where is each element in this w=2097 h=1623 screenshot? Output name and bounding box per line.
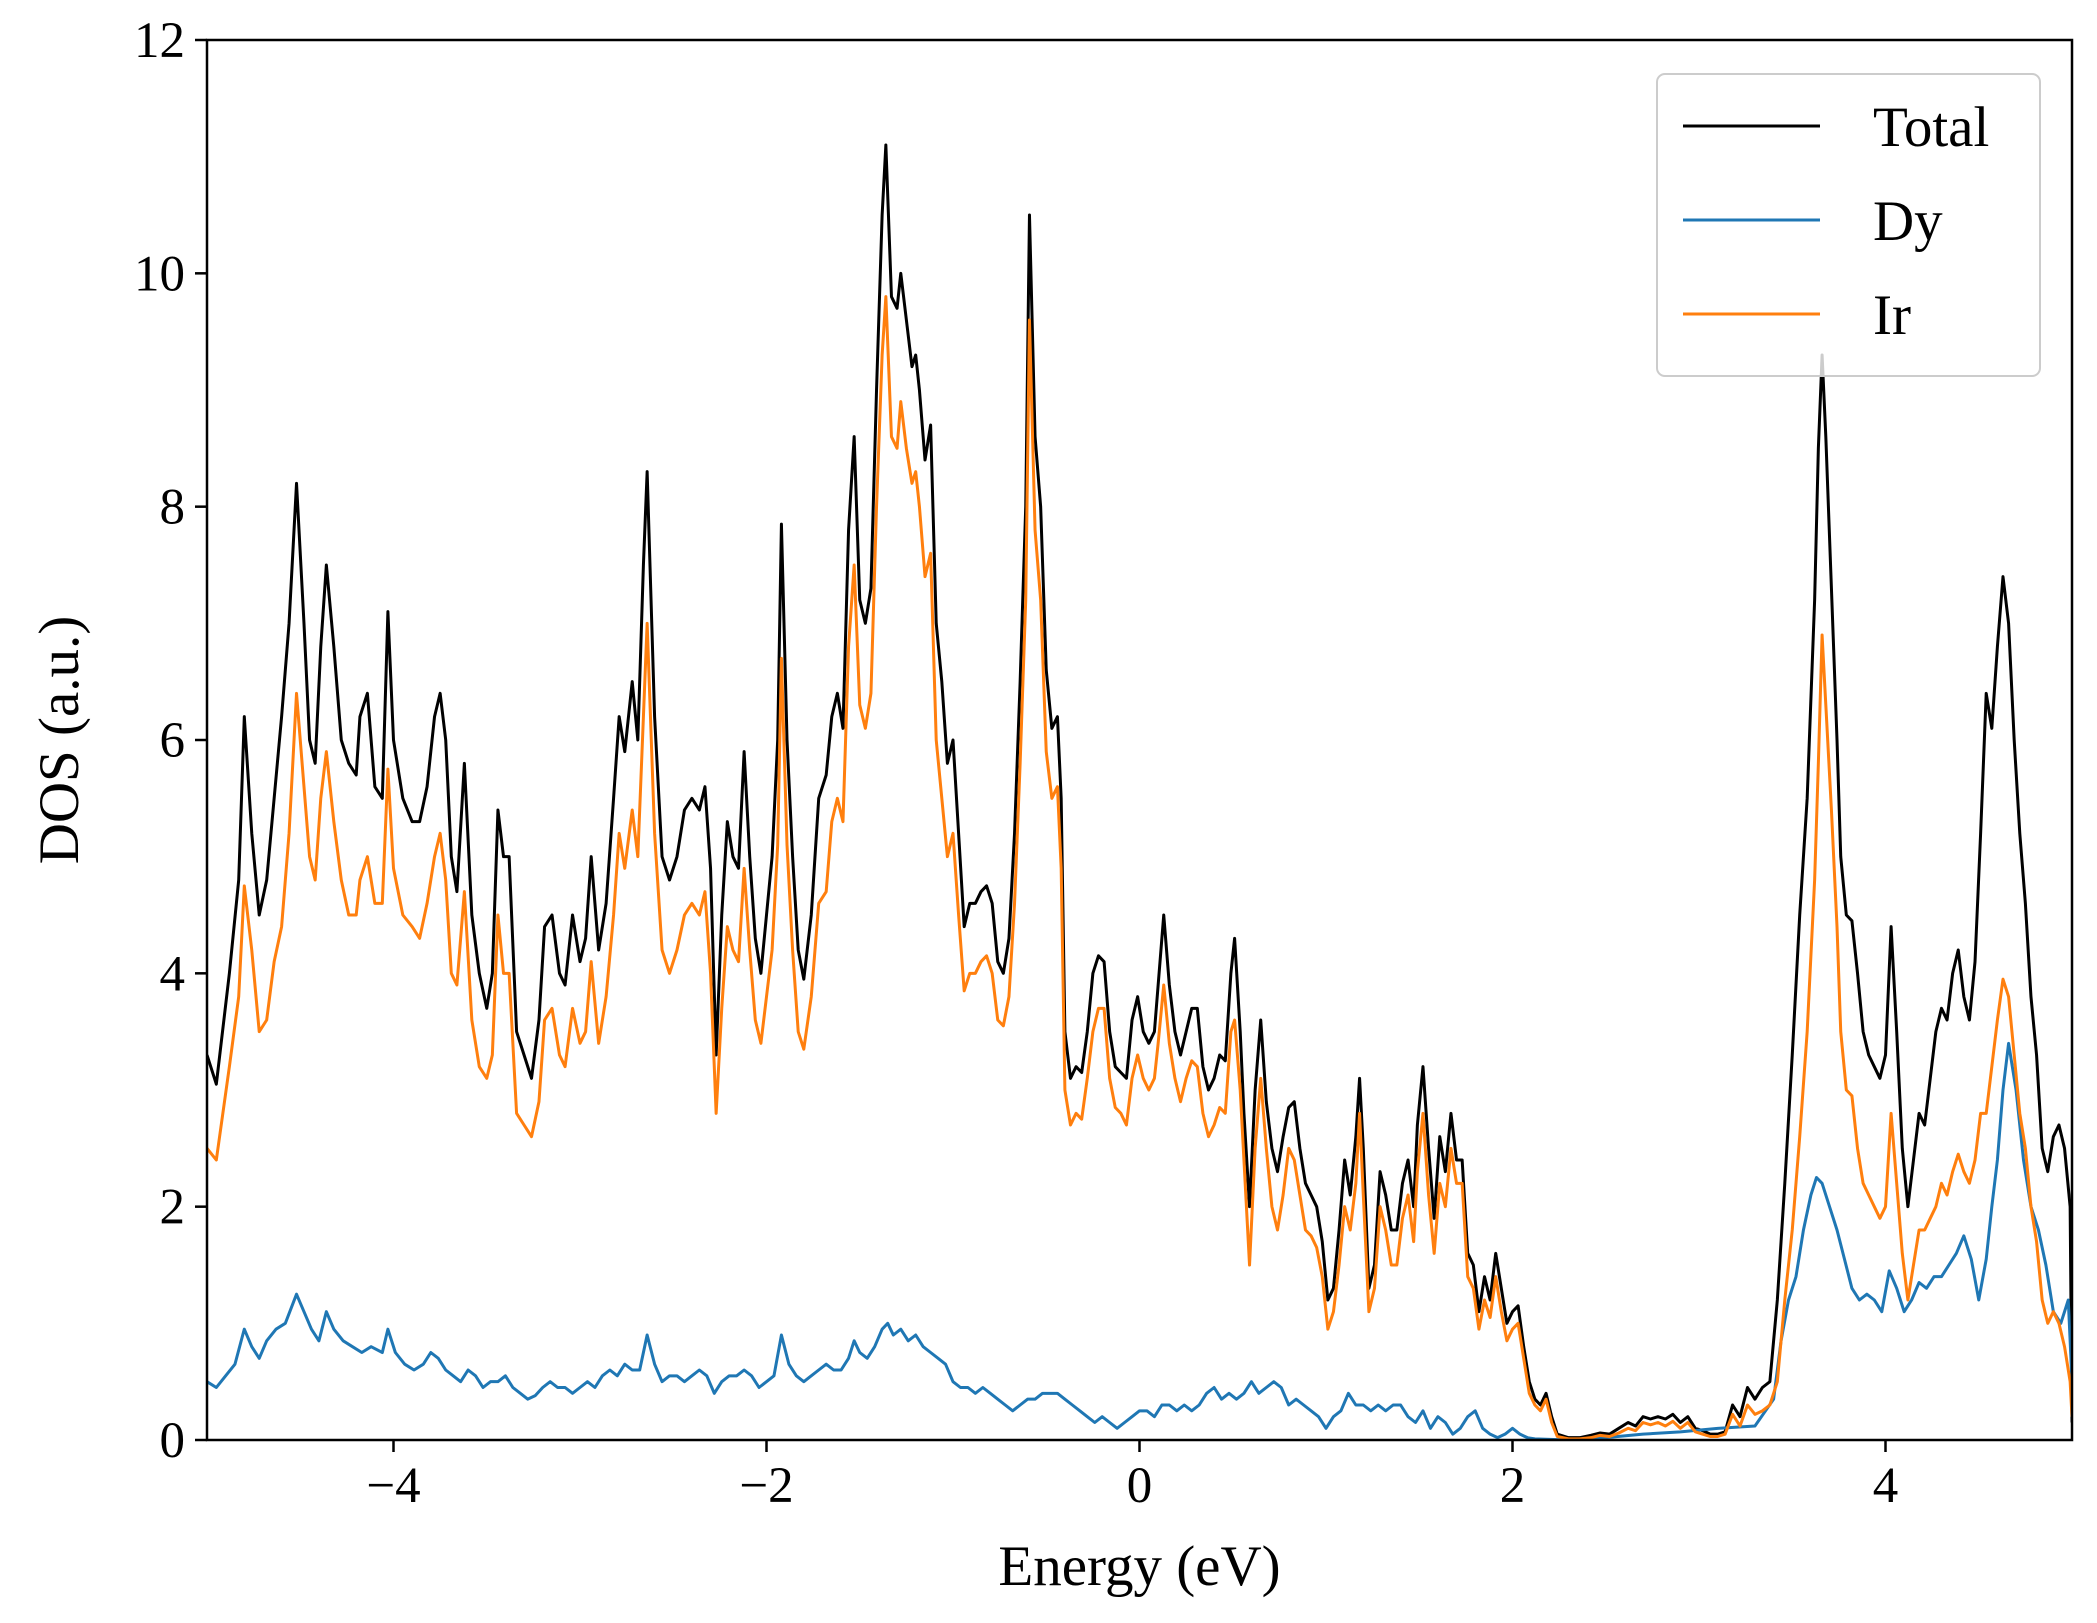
y-tick-label: 6 xyxy=(160,713,186,769)
x-axis: −4 −2 0 2 4 xyxy=(366,1440,1898,1514)
legend-label-ir: Ir xyxy=(1873,284,1911,347)
y-tick-label: 0 xyxy=(160,1413,186,1469)
y-axis: 0 2 4 6 8 10 12 xyxy=(134,13,207,1469)
series-line-total xyxy=(207,143,2072,1440)
y-tick-label: 10 xyxy=(134,246,185,302)
legend-label-dy: Dy xyxy=(1873,190,1943,253)
x-tick-label: 2 xyxy=(1500,1458,1526,1514)
y-tick-label: 8 xyxy=(160,480,186,536)
legend-box xyxy=(1656,73,2041,377)
y-tick-label: 2 xyxy=(160,1180,186,1236)
y-tick-label: 4 xyxy=(160,946,186,1002)
y-tick-label: 12 xyxy=(134,13,185,69)
series-layer xyxy=(207,143,2072,1440)
x-axis-label: Energy (eV) xyxy=(998,1535,1280,1598)
x-tick-label: −4 xyxy=(366,1458,420,1514)
series-line-ir xyxy=(207,295,2072,1440)
x-tick-label: 4 xyxy=(1873,1458,1899,1514)
y-axis-label: DOS (a.u.) xyxy=(28,616,91,865)
legend: Total Dy Ir xyxy=(1656,73,2041,377)
series-line-dy xyxy=(207,1041,2072,1440)
x-tick-label: 0 xyxy=(1127,1458,1153,1514)
legend-label-total: Total xyxy=(1873,96,1989,159)
x-tick-label: −2 xyxy=(739,1458,793,1514)
